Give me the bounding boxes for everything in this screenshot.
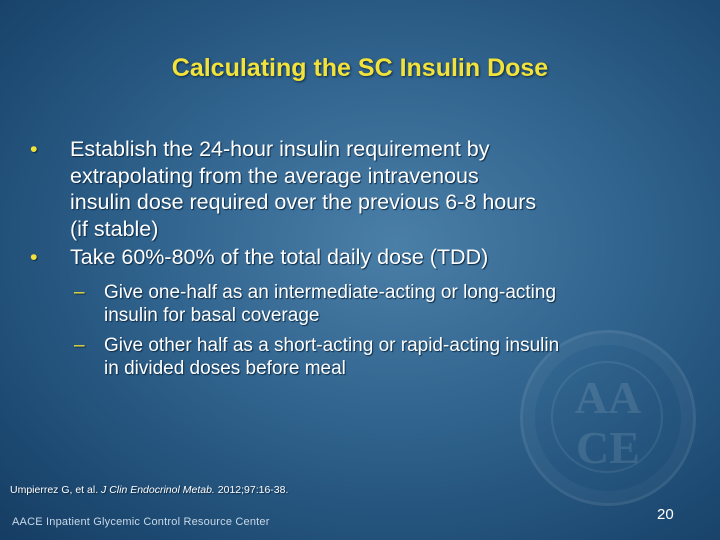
subbullet-item: – Give one-half as an intermediate-actin… [26,281,694,328]
slide-title: Calculating the SC Insulin Dose [171,54,549,82]
citation-authors: Umpierrez G, et al. [10,484,102,496]
bullet-line: extrapolating from the average intraveno… [70,163,479,188]
seal-inner-ring [551,361,663,473]
subbullet-item: – Give other half as a short-acting or r… [26,334,694,381]
subbullet-line: Give other half as a short-acting or rap… [104,334,560,356]
bullet-line: (if stable) [70,216,159,241]
citation: Umpierrez G, et al. J Clin Endocrinol Me… [10,484,288,496]
bullet-line: Establish the 24-hour insulin requiremen… [70,137,490,161]
bullet-marker: • [30,245,38,269]
citation-details: 2012;97:16-38. [214,484,289,496]
bullet-marker: • [30,137,38,161]
aace-seal-watermark: AA CE [520,330,696,506]
subbullet-line: insulin for basal coverage [104,305,320,326]
bullet-list: • Establish the 24-hour insulin requirem… [26,136,694,381]
bullet-line: Take 60%-80% of the total daily dose (TD… [70,245,489,269]
bullet-line: insulin dose required over the previous … [70,190,537,214]
subbullet-marker: – [74,281,85,303]
seal-letters-bottom: CE [576,422,640,473]
bullet-item: • Establish the 24-hour insulin requirem… [26,136,694,242]
subbullet-line: in divided doses before meal [104,358,346,379]
page-number: 20 [657,506,674,523]
subbullet-marker: – [74,334,85,356]
bullet-item: • Take 60%-80% of the total daily dose (… [26,244,694,271]
seal-letters-top: AA [574,372,642,423]
citation-journal: J Clin Endocrinol Metab. [101,484,215,496]
footer-text: AACE Inpatient Glycemic Control Resource… [12,516,270,528]
subbullet-line: Give one-half as an intermediate-acting … [104,281,557,303]
